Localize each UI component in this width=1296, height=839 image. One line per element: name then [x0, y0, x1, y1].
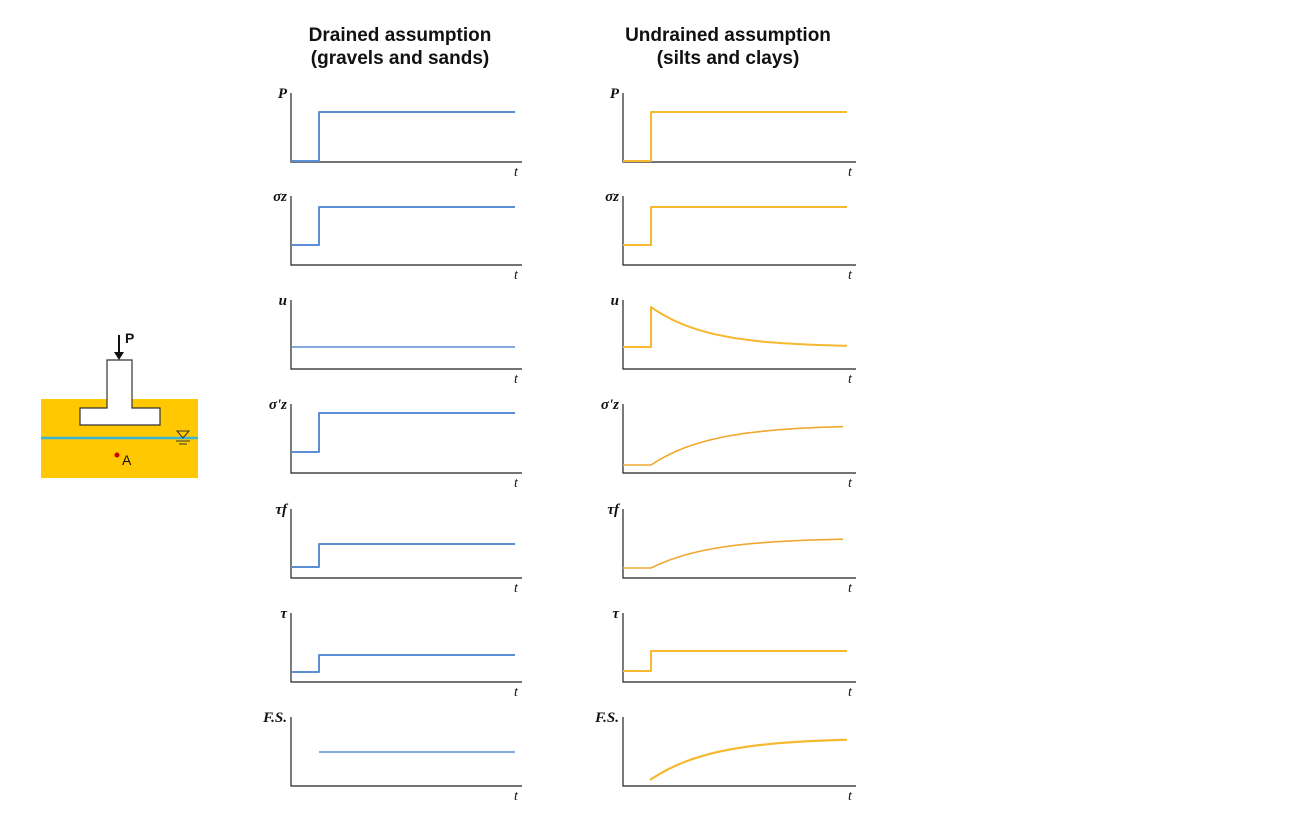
drained-P-axes: [290, 93, 522, 163]
footing: [79, 359, 161, 426]
undrained-title-line1: Undrained assumption: [625, 25, 831, 46]
drained-P-curve: [291, 111, 515, 162]
drained-tau-tlabel: t: [514, 685, 519, 700]
drained-sigma_eff_z-axes: [290, 404, 522, 474]
undrained-FS-curve: [649, 738, 848, 781]
load-arrow-icon: [114, 352, 124, 360]
undrained-P-tlabel: t: [848, 165, 853, 180]
undrained-tau-tlabel: t: [848, 685, 853, 700]
drained-tau-axes: [290, 613, 522, 683]
drained-tau_f-curve: [291, 543, 515, 568]
water-table-icon: [175, 430, 191, 439]
drained-sigma_eff_z-ylabel: σ'z: [269, 397, 287, 413]
drained-tau-ylabel: τ: [280, 606, 288, 622]
drained-u-axes: [290, 300, 522, 370]
undrained-P-ylabel: P: [610, 86, 620, 102]
drained-tau_f-axes: [290, 509, 522, 579]
footing-diagram: P A: [41, 330, 198, 478]
undrained-tau_f-curve: [623, 538, 844, 569]
undrained-u-tlabel: t: [848, 372, 853, 387]
undrained-title-line2: (silts and clays): [656, 48, 800, 69]
undrained-sigma_eff_z-ylabel: σ'z: [601, 397, 619, 413]
drained-u-tlabel: t: [514, 372, 519, 387]
drained-tau-curve: [291, 654, 515, 673]
drained-sigma_eff_z-curve: [291, 412, 515, 453]
undrained-u-ylabel: u: [611, 293, 619, 309]
undrained-tau_f-tlabel: t: [848, 581, 853, 596]
point-a-label: A: [122, 452, 132, 468]
plots-group: Pt Pt σz t σz t u t u t σ'z t σ'z t τf t τf t τ t τ t F.S. t F.S…: [262, 86, 856, 804]
drained-tau_f-ylabel: τf: [275, 502, 289, 518]
drained-P-ylabel: P: [278, 86, 288, 102]
undrained-sigma_z-axes: [622, 196, 856, 266]
drained-tau_f-tlabel: t: [514, 581, 519, 596]
drained-sigma_z-tlabel: t: [514, 268, 519, 283]
drained-FS-tlabel: t: [514, 789, 519, 804]
undrained-sigma_z-ylabel: σz: [605, 189, 619, 205]
undrained-sigma_z-tlabel: t: [848, 268, 853, 283]
drained-FS-axes: [290, 717, 522, 787]
undrained-FS-axes: [622, 717, 856, 787]
drained-title: Drained assumption (gravels and sands): [240, 24, 560, 70]
drained-P-tlabel: t: [514, 165, 519, 180]
undrained-tau_f-ylabel: τf: [607, 502, 621, 518]
drained-sigma_z-curve: [291, 206, 515, 246]
drained-sigma_eff_z-tlabel: t: [514, 476, 519, 491]
undrained-sigma_eff_z-curve: [623, 425, 844, 466]
undrained-tau-axes: [622, 613, 856, 683]
undrained-title: Undrained assumption (silts and clays): [568, 24, 888, 70]
undrained-FS-ylabel: F.S.: [594, 710, 619, 726]
undrained-u-curve: [623, 306, 848, 348]
undrained-tau-curve: [623, 650, 847, 672]
undrained-P-curve: [623, 111, 847, 162]
undrained-sigma_z-curve: [623, 206, 847, 246]
drained-title-line1: Drained assumption: [308, 25, 492, 46]
undrained-tau_f-axes: [622, 509, 856, 579]
undrained-tau-ylabel: τ: [612, 606, 620, 622]
undrained-FS-tlabel: t: [848, 789, 853, 804]
drained-sigma_z-axes: [290, 196, 522, 266]
undrained-P-axes: [622, 93, 856, 163]
undrained-u-axes: [622, 300, 856, 370]
drained-title-line2: (gravels and sands): [310, 48, 490, 69]
undrained-sigma_eff_z-axes: [622, 404, 856, 474]
load-label: P: [125, 330, 134, 346]
drained-sigma_z-ylabel: σz: [273, 189, 287, 205]
point-a-marker: [114, 452, 120, 458]
drained-FS-ylabel: F.S.: [262, 710, 287, 726]
drained-u-ylabel: u: [279, 293, 287, 309]
undrained-sigma_eff_z-tlabel: t: [848, 476, 853, 491]
